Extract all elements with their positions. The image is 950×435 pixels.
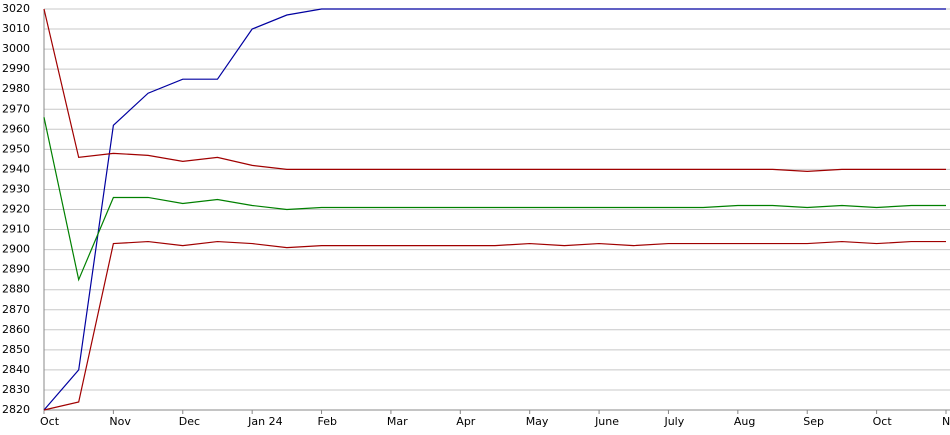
y-tick-label: 2980 bbox=[2, 82, 30, 95]
y-tick-label: 2870 bbox=[2, 303, 30, 316]
x-tick-label: Oct bbox=[873, 415, 893, 428]
y-tick-label: 2840 bbox=[2, 363, 30, 376]
x-tick-label: Dec bbox=[179, 415, 200, 428]
y-tick-label: 2860 bbox=[2, 323, 30, 336]
y-tick-label: 2890 bbox=[2, 263, 30, 276]
y-tick-label: 2950 bbox=[2, 142, 30, 155]
x-tick-label: Nov bbox=[109, 415, 131, 428]
y-tick-label: 2850 bbox=[2, 343, 30, 356]
x-tick-label: Apr bbox=[456, 415, 476, 428]
x-tick-label: Oct bbox=[40, 415, 60, 428]
x-tick-label: Sep bbox=[803, 415, 824, 428]
y-tick-label: 2930 bbox=[2, 182, 30, 195]
y-tick-label: 2910 bbox=[2, 223, 30, 236]
y-tick-label: 2920 bbox=[2, 203, 30, 216]
x-tick-label: July bbox=[663, 415, 684, 428]
x-tick-label: Jan 24 bbox=[247, 415, 282, 428]
x-tick-label: June bbox=[594, 415, 619, 428]
y-tick-label: 2940 bbox=[2, 162, 30, 175]
y-tick-label: 2880 bbox=[2, 283, 30, 296]
y-tick-label: 3000 bbox=[2, 42, 30, 55]
series-line bbox=[43, 117, 946, 282]
series-line bbox=[43, 8, 946, 173]
x-tick-label: May bbox=[526, 415, 549, 428]
x-tick-label: Mar bbox=[387, 415, 408, 428]
y-tick-label: 3010 bbox=[2, 22, 30, 35]
y-tick-label: 2970 bbox=[2, 102, 30, 115]
x-tick-label: No bbox=[942, 415, 950, 428]
y-tick-label: 2900 bbox=[2, 243, 30, 256]
series-line bbox=[43, 8, 946, 411]
y-tick-label: 2960 bbox=[2, 122, 30, 135]
y-tick-label: 3020 bbox=[2, 2, 30, 15]
x-tick-label: Aug bbox=[734, 415, 755, 428]
y-tick-label: 2990 bbox=[2, 62, 30, 75]
x-tick-label: Feb bbox=[318, 415, 337, 428]
series-line bbox=[43, 240, 946, 411]
y-tick-label: 2820 bbox=[2, 403, 30, 416]
y-tick-label: 2830 bbox=[2, 383, 30, 396]
